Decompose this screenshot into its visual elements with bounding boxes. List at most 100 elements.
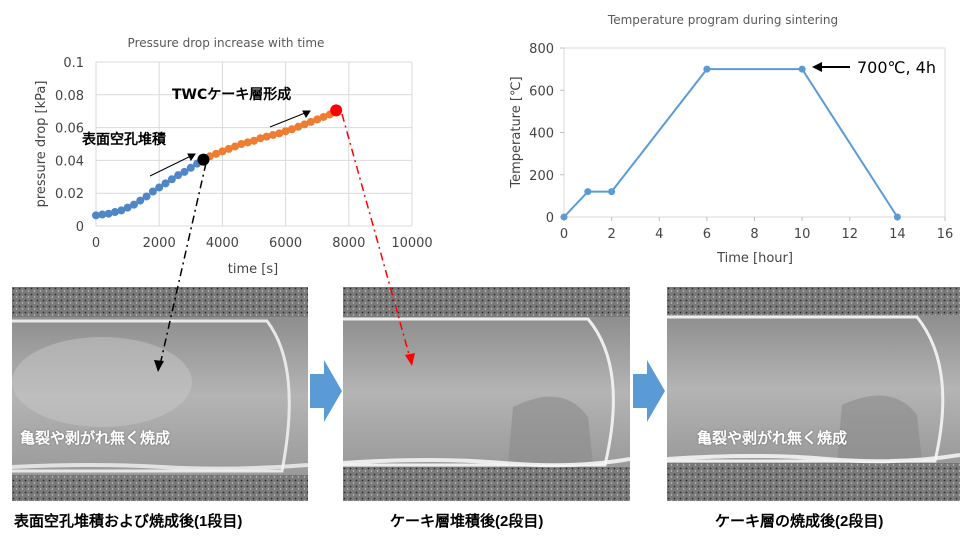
caption-image-2: ケーキ層堆積後(2段目) <box>390 513 544 530</box>
pressure-x-tick-label: 10000 <box>391 236 432 251</box>
temperature-chart-x-label: Time [hour] <box>716 251 793 266</box>
pressure-point-series-1 <box>98 210 107 219</box>
pressure-chart-x-ticks: 0 2000 4000 6000 8000 10000 <box>92 236 433 251</box>
temperature-x-tick-label: 14 <box>889 227 906 242</box>
temperature-point <box>893 213 901 221</box>
temperature-y-tick-label: 200 <box>529 169 554 184</box>
pressure-x-tick-label: 0 <box>92 236 100 251</box>
pressure-drop-chart: Pressure drop increase with time 0 0.02 0.… <box>34 36 433 277</box>
temperature-x-tick-label: 8 <box>750 227 758 242</box>
pressure-point-series-2 <box>237 140 246 148</box>
pressure-point-series-1 <box>129 200 138 209</box>
pressure-point-series-2 <box>250 136 258 145</box>
temperature-program-chart: Temperature program during sintering 020… <box>509 13 953 266</box>
pressure-y-tick-label: 0.04 <box>55 154 84 169</box>
temperature-point <box>608 188 616 196</box>
sem-overlay-text-1: 亀裂や剥がれ無く焼成 <box>20 430 171 447</box>
temperature-point <box>560 213 568 221</box>
temperature-chart-y-ticks: 0 200 400 600 800 <box>529 42 564 226</box>
temperature-x-tick-label: 0 <box>560 227 568 242</box>
pressure-point-series-2 <box>319 112 328 121</box>
pressure-point-series-2 <box>224 144 233 153</box>
pressure-x-tick-label: 4000 <box>206 236 239 251</box>
pressure-point-series-2 <box>300 120 309 129</box>
temperature-y-tick-label: 400 <box>529 127 554 142</box>
sem-image-1: 亀裂や剥がれ無く焼成 <box>12 287 308 501</box>
pressure-point-series-1 <box>123 203 132 212</box>
temperature-x-tick-label: 12 <box>841 227 858 242</box>
pressure-point-series-2 <box>218 147 227 156</box>
temperature-annotation-arrow <box>812 62 850 72</box>
pressure-point-series-1 <box>136 196 145 205</box>
pressure-y-tick-label: 0.02 <box>55 187 84 202</box>
sem-image-2 <box>343 287 630 501</box>
temperature-y-tick-label: 0 <box>546 211 554 226</box>
annotation-arrowhead-cake <box>302 110 311 118</box>
pressure-point-series-2 <box>287 125 296 134</box>
temperature-chart-series <box>560 65 901 221</box>
pressure-point-series-1 <box>117 206 126 215</box>
pressure-chart-y-ticks: 0 0.02 0.04 0.06 0.08 0.1 <box>55 56 84 235</box>
annotation-cake-layer: TWCケーキ層形成 <box>172 86 291 103</box>
sem-texture-2 <box>343 287 630 501</box>
temperature-x-tick-label: 2 <box>607 227 615 242</box>
temperature-y-tick-label: 600 <box>529 84 554 99</box>
pressure-point-series-2 <box>268 130 277 139</box>
pressure-point-series-2 <box>262 132 271 141</box>
sem-texture-3 <box>667 287 960 501</box>
pressure-point-series-1 <box>92 211 100 220</box>
annotation-surface-pore: 表面空孔堆積 <box>81 131 167 148</box>
pressure-marker-2 <box>330 104 343 117</box>
pressure-point-series-1 <box>110 208 119 217</box>
pressure-y-tick-label: 0.08 <box>55 89 84 104</box>
temperature-chart-title: Temperature program during sintering <box>607 13 838 27</box>
temperature-chart-y-label: Temperature [℃] <box>509 76 524 188</box>
pressure-chart-title: Pressure drop increase with time <box>128 36 325 50</box>
pressure-x-tick-label: 8000 <box>332 236 365 251</box>
pressure-point-series-1 <box>142 192 151 201</box>
pressure-point-series-2 <box>212 149 221 158</box>
pressure-point-series-2 <box>313 115 322 124</box>
pressure-x-tick-label: 2000 <box>143 236 176 251</box>
temperature-x-tick-label: 6 <box>703 227 711 242</box>
pressure-y-tick-label: 0.06 <box>55 122 84 137</box>
pressure-x-tick-label: 6000 <box>269 236 302 251</box>
caption-image-1: 表面空孔堆積および焼成後(1段目) <box>14 513 243 530</box>
pressure-point-series-1 <box>148 187 157 196</box>
next-step-arrow-1 <box>310 360 342 422</box>
pressure-marker-1 <box>197 153 210 166</box>
pressure-point-series-2 <box>306 117 315 126</box>
pressure-point-series-1 <box>104 209 113 218</box>
next-step-arrow-2 <box>633 360 665 422</box>
pressure-y-tick-label: 0 <box>76 220 84 235</box>
pressure-chart-y-label: pressure drop [kPa] <box>34 81 49 208</box>
temperature-x-tick-label: 10 <box>794 227 811 242</box>
pressure-point-series-2 <box>275 129 284 138</box>
temperature-chart-x-ticks: 0 2 4 6 8 10 12 14 16 <box>560 217 953 242</box>
temperature-point <box>584 188 592 196</box>
pressure-point-series-2 <box>294 122 303 131</box>
temperature-series-line <box>563 68 899 218</box>
pressure-point-series-2 <box>243 138 252 147</box>
temperature-x-tick-label: 4 <box>655 227 663 242</box>
pressure-point-series-2 <box>281 127 290 136</box>
pressure-point-series-2 <box>231 142 240 151</box>
temperature-y-tick-label: 800 <box>529 42 554 57</box>
annotation-arrowhead-surface <box>187 153 196 161</box>
temperature-annotation: 700℃, 4h <box>857 58 936 77</box>
caption-image-3: ケーキ層の焼成後(2段目) <box>715 513 884 530</box>
temperature-arrowhead <box>812 62 822 72</box>
pressure-chart-x-label: time [s] <box>228 262 278 277</box>
sem-image-3: 亀裂や剥がれ無く焼成 <box>667 287 960 501</box>
pressure-chart-points <box>92 106 341 220</box>
sem-texture-1 <box>12 287 308 501</box>
pressure-point-series-2 <box>256 134 265 143</box>
pressure-y-tick-label: 0.1 <box>63 56 84 71</box>
sem-overlay-text-3: 亀裂や剥がれ無く焼成 <box>697 430 848 447</box>
temperature-point <box>798 65 806 73</box>
temperature-x-tick-label: 16 <box>937 227 954 242</box>
annotation-arrow-cake <box>269 110 311 128</box>
temperature-point <box>703 65 711 73</box>
pressure-chart-markers <box>197 104 343 166</box>
